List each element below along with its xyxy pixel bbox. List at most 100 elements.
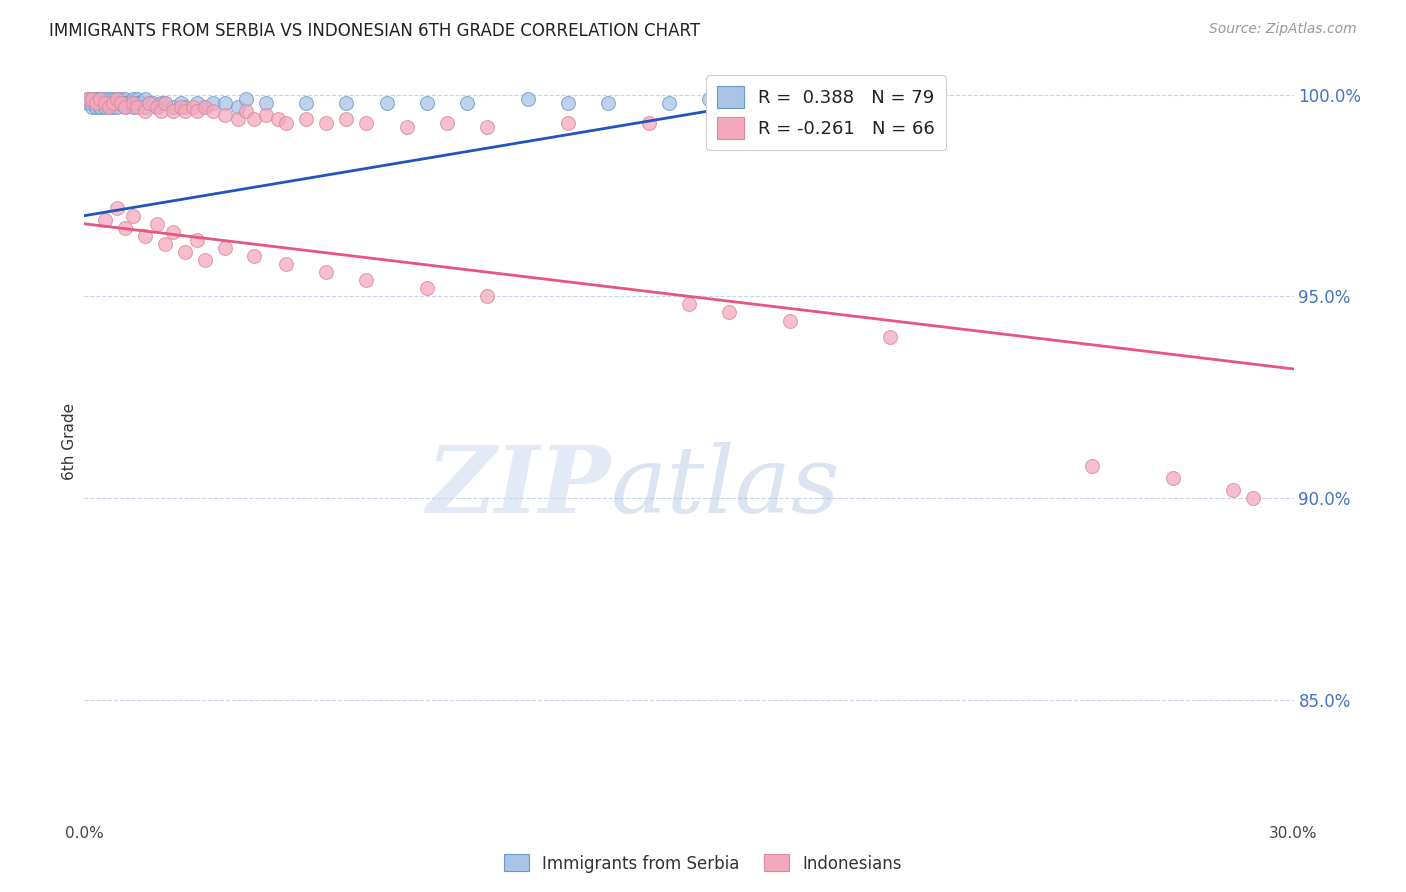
Point — [416, 281, 439, 295]
Point — [477, 120, 499, 134]
Point — [274, 257, 297, 271]
Point — [194, 253, 217, 268]
Point — [105, 92, 128, 106]
Point — [194, 100, 217, 114]
Point — [82, 92, 104, 106]
Point — [93, 100, 115, 114]
Point — [89, 92, 111, 106]
Legend: Immigrants from Serbia, Indonesians: Immigrants from Serbia, Indonesians — [498, 847, 908, 880]
Point — [226, 112, 249, 126]
Point — [456, 95, 478, 110]
Point — [315, 116, 337, 130]
Point — [101, 95, 124, 110]
Point — [214, 241, 236, 255]
Point — [181, 100, 204, 114]
Point — [153, 95, 176, 110]
Point — [129, 95, 152, 110]
Point — [879, 329, 901, 343]
Point — [242, 249, 264, 263]
Point — [758, 92, 780, 106]
Point — [194, 100, 217, 114]
Point — [82, 100, 104, 114]
Point — [738, 92, 761, 106]
Point — [77, 92, 100, 106]
Point — [658, 95, 681, 110]
Point — [89, 100, 111, 114]
Point — [101, 95, 124, 110]
Point — [110, 95, 132, 110]
Point — [82, 92, 104, 106]
Point — [86, 92, 108, 106]
Point — [170, 100, 193, 114]
Point — [114, 95, 136, 110]
Point — [101, 92, 124, 106]
Point — [226, 100, 249, 114]
Point — [89, 95, 111, 110]
Point — [134, 103, 156, 118]
Point — [114, 220, 136, 235]
Point — [149, 103, 172, 118]
Point — [799, 92, 821, 106]
Point — [477, 289, 499, 303]
Point — [174, 100, 197, 114]
Point — [516, 92, 538, 106]
Point — [598, 95, 620, 110]
Point — [779, 313, 801, 327]
Point — [146, 100, 169, 114]
Point — [295, 112, 318, 126]
Point — [162, 103, 184, 118]
Text: ZIP: ZIP — [426, 442, 610, 532]
Point — [101, 95, 124, 110]
Point — [110, 92, 132, 106]
Point — [718, 92, 741, 106]
Point — [436, 116, 458, 130]
Point — [86, 92, 108, 106]
Point — [162, 100, 184, 114]
Point — [77, 92, 100, 106]
Point — [121, 95, 143, 110]
Point — [125, 92, 148, 106]
Point — [86, 100, 108, 114]
Legend: R =  0.388   N = 79, R = -0.261   N = 66: R = 0.388 N = 79, R = -0.261 N = 66 — [706, 75, 946, 150]
Point — [779, 92, 801, 106]
Y-axis label: 6th Grade: 6th Grade — [62, 403, 77, 480]
Point — [86, 95, 108, 110]
Point — [134, 92, 156, 106]
Point — [105, 100, 128, 114]
Point — [93, 95, 115, 110]
Point — [89, 92, 111, 106]
Point — [89, 100, 111, 114]
Point — [335, 112, 357, 126]
Point — [97, 92, 120, 106]
Point — [105, 201, 128, 215]
Point — [105, 95, 128, 110]
Point — [235, 103, 257, 118]
Point — [101, 100, 124, 114]
Point — [77, 95, 100, 110]
Point — [110, 95, 132, 110]
Point — [146, 217, 169, 231]
Point — [356, 273, 378, 287]
Point — [295, 95, 318, 110]
Point — [138, 95, 160, 110]
Point — [170, 95, 193, 110]
Point — [125, 95, 148, 110]
Point — [697, 92, 720, 106]
Point — [202, 95, 225, 110]
Point — [121, 92, 143, 106]
Point — [138, 95, 160, 110]
Point — [637, 116, 659, 130]
Point — [1081, 458, 1104, 473]
Point — [82, 92, 104, 106]
Point — [356, 116, 378, 130]
Point — [557, 95, 579, 110]
Point — [146, 100, 169, 114]
Point — [395, 120, 418, 134]
Point — [718, 305, 741, 319]
Point — [89, 92, 111, 106]
Point — [93, 92, 115, 106]
Point — [839, 92, 862, 106]
Point — [82, 92, 104, 106]
Point — [118, 95, 141, 110]
Point — [97, 95, 120, 110]
